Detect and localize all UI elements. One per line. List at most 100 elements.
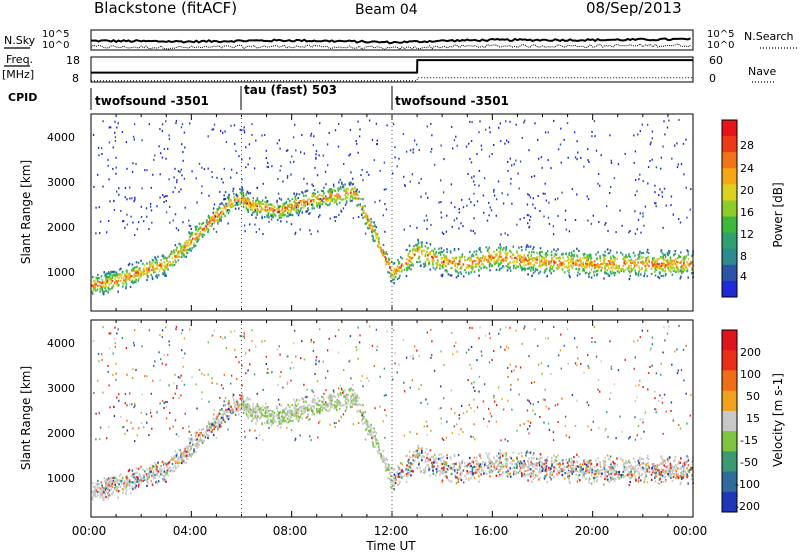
power-cell (641, 256, 643, 259)
velocity-cell (459, 468, 461, 472)
power-cell-sparse (431, 148, 433, 151)
power-cell (462, 275, 465, 278)
power-cell (618, 267, 620, 270)
power-cell-sparse (373, 159, 375, 162)
velocity-cell (134, 481, 137, 484)
power-cell (409, 250, 411, 253)
power-cell-sparse (265, 157, 267, 159)
velocity-cell (582, 470, 585, 474)
velocity-cell (316, 403, 318, 406)
power-cell-sparse (547, 131, 549, 134)
power-cell (589, 263, 592, 266)
velocity-cell (421, 459, 423, 462)
power-cell-sparse (660, 156, 662, 159)
velocity-cell (515, 473, 517, 476)
velocity-cell (406, 475, 408, 478)
power-cell-sparse (178, 190, 180, 193)
power-cell-sparse (143, 220, 145, 223)
power-cell (269, 209, 271, 212)
velocity-cell (531, 464, 534, 467)
velocity-cell (311, 409, 314, 412)
velocity-cell (207, 427, 209, 431)
power-cell-sparse (511, 202, 513, 205)
power-cell-sparse (654, 191, 656, 194)
power-cell-sparse (180, 126, 183, 129)
velocity-cell (145, 473, 148, 476)
power-cell (123, 276, 125, 279)
power-cell (471, 263, 474, 267)
power-cell (553, 264, 555, 267)
power-cell-sparse (418, 149, 420, 152)
power-cell (283, 214, 286, 217)
velocity-cell (317, 407, 320, 411)
power-cell (672, 259, 675, 262)
power-cell-sparse (468, 198, 470, 201)
power-cell (103, 280, 105, 283)
velocity-cell (579, 479, 581, 482)
power-cell (546, 253, 549, 256)
power-cell (282, 214, 285, 217)
velocity-cell (162, 479, 164, 482)
velocity-cell (511, 463, 513, 466)
power-cell-sparse (633, 161, 635, 164)
power-cell-sparse (431, 134, 433, 137)
velocity-cell (291, 410, 293, 413)
power-cell (512, 253, 515, 257)
power-cell (572, 262, 574, 265)
power-cell (182, 246, 184, 249)
power-cell-sparse (349, 153, 351, 156)
power-cell (256, 213, 258, 216)
power-cell (111, 286, 114, 289)
power-cell (364, 222, 367, 225)
power-cell (330, 198, 332, 201)
velocity-cell (550, 456, 553, 459)
power-cell (604, 250, 606, 253)
power-cell (659, 271, 661, 274)
power-cell (256, 199, 258, 202)
power-cell (554, 253, 556, 256)
velocity-cell (103, 477, 105, 480)
velocity-cell (680, 457, 682, 460)
power-cell-sparse (162, 194, 164, 196)
power-cell-sparse (513, 163, 515, 166)
power-cell-sparse (224, 191, 227, 194)
power-cell (107, 282, 109, 285)
power-cell-sparse (442, 191, 445, 194)
power-cell-sparse (164, 195, 167, 198)
power-cell-sparse (587, 159, 589, 162)
power-cell (441, 273, 444, 276)
velocity-cell (687, 482, 689, 485)
power-cell (512, 245, 515, 248)
velocity-cell (597, 457, 599, 460)
power-cell-sparse (230, 168, 233, 171)
velocity-cell (507, 470, 509, 473)
power-cell (541, 259, 543, 262)
power-cell (409, 256, 412, 259)
power-cell (589, 258, 592, 261)
velocity-cell (213, 427, 215, 431)
power-cell-sparse (286, 175, 289, 177)
cpid-label: CPID (8, 91, 37, 104)
power-cell (289, 204, 292, 207)
power-cell (382, 251, 385, 254)
power-cell-sparse (292, 136, 295, 139)
velocity-cell (161, 473, 164, 477)
power-cell (487, 260, 489, 263)
power-cell (369, 223, 372, 226)
power-cell (242, 198, 245, 201)
power-cell-sparse (617, 163, 620, 166)
velocity-cell (408, 473, 411, 476)
power-cell (390, 272, 392, 275)
power-cell-sparse (132, 221, 134, 224)
velocity-cell (168, 461, 171, 464)
power-cell (252, 197, 254, 200)
velocity-cell (220, 421, 223, 424)
velocity-cell (605, 470, 608, 473)
power-cell (277, 207, 279, 210)
power-cell (551, 256, 553, 260)
velocity-cell (278, 415, 281, 418)
power-cell (163, 264, 166, 267)
velocity-cell (679, 471, 682, 475)
power-cell (270, 208, 272, 211)
power-cell (385, 263, 387, 266)
